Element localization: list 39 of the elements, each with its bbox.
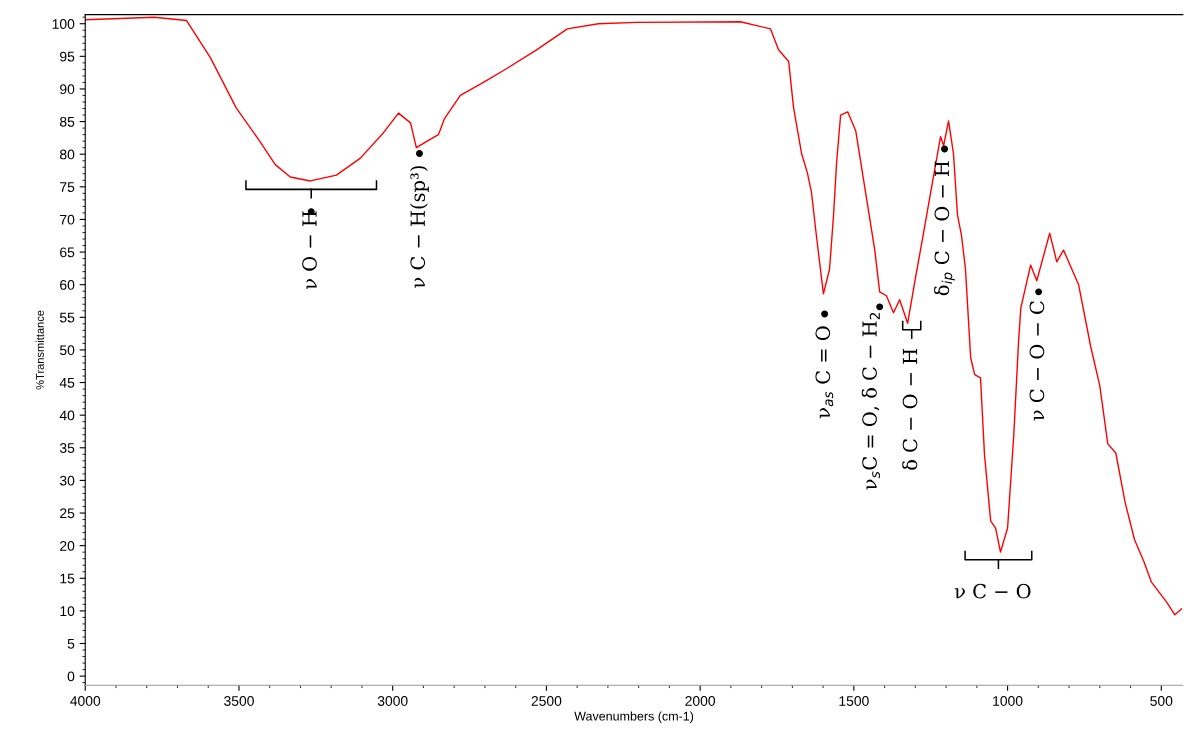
y-axis-title: %Transmittance bbox=[35, 310, 44, 390]
annotation: δ$_{ip}$ C − O − H bbox=[934, 161, 955, 296]
y-tick-label: 40 bbox=[59, 410, 75, 421]
annotation: ν C − O − C bbox=[1029, 301, 1045, 421]
x-tick-label: 3000 bbox=[377, 696, 408, 706]
y-tick-label: 20 bbox=[60, 540, 75, 551]
x-tick-label: 1000 bbox=[993, 696, 1023, 706]
x-tick-label: 4000 bbox=[70, 696, 101, 706]
y-tick-label: 35 bbox=[59, 443, 75, 453]
y-tick-label: 55 bbox=[59, 312, 75, 323]
y-tick-label: 10 bbox=[60, 606, 75, 617]
y-tick-label: 75 bbox=[60, 182, 75, 192]
y-tick-label: 95 bbox=[60, 51, 75, 62]
y-tick-label: 100 bbox=[52, 19, 75, 29]
y-tick-label: 90 bbox=[60, 84, 75, 95]
x-axis-title: Wavenumbers (cm-1) bbox=[574, 711, 694, 724]
annotation: ν C − O bbox=[954, 583, 1031, 599]
annotation: ν$_{as}$ C = O bbox=[815, 326, 834, 419]
x-tick-label: 1500 bbox=[839, 696, 869, 706]
x-tick-label: 500 bbox=[1150, 696, 1173, 706]
y-tick-label: 60 bbox=[60, 280, 75, 290]
annotation: ν C − H(sp³) bbox=[410, 166, 429, 288]
y-tick-label: 85 bbox=[59, 116, 75, 127]
x-tick-label: 3500 bbox=[224, 696, 254, 706]
annotation: δ C − O − H bbox=[902, 348, 918, 470]
y-tick-label: 0 bbox=[67, 671, 75, 682]
y-tick-label: 65 bbox=[60, 247, 75, 258]
annotation: ν O − H bbox=[302, 211, 317, 290]
x-tick-label: 2000 bbox=[685, 696, 716, 706]
annotation: ν$_{s}$C = O, δ C − H$_{2}$ bbox=[861, 312, 880, 490]
y-tick-label: 5 bbox=[67, 638, 75, 649]
x-tick-label: 2500 bbox=[531, 696, 562, 706]
y-tick-label: 15 bbox=[60, 573, 75, 584]
y-tick-label: 45 bbox=[59, 378, 75, 388]
y-tick-label: 30 bbox=[59, 475, 75, 486]
y-tick-label: 50 bbox=[59, 345, 75, 356]
y-tick-label: 70 bbox=[60, 214, 75, 225]
y-tick-label: 25 bbox=[60, 508, 75, 519]
y-tick-label: 80 bbox=[59, 149, 75, 160]
